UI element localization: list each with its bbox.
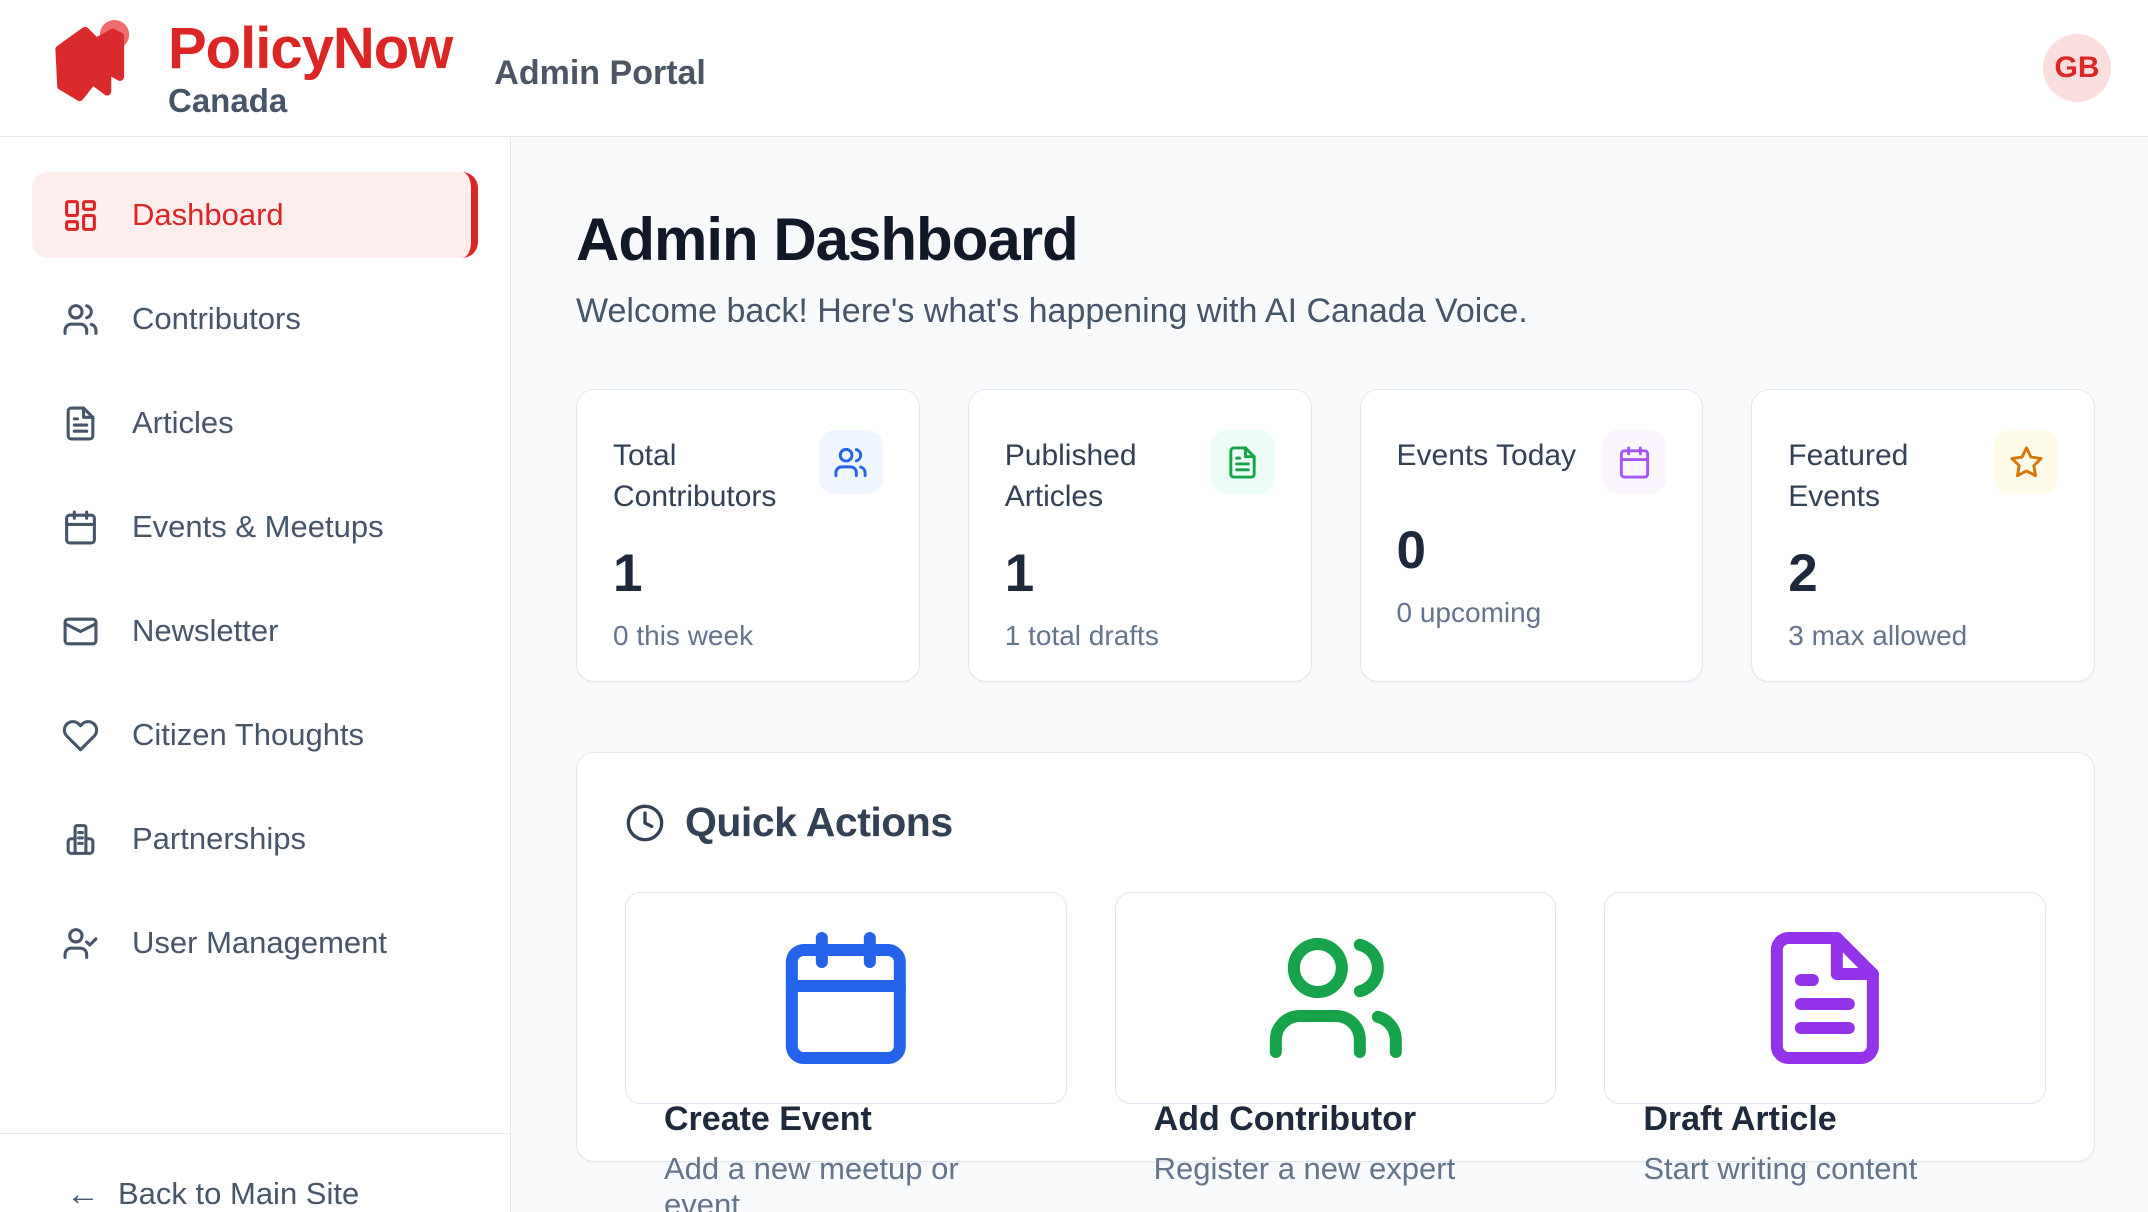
sidebar-item-partnerships[interactable]: Partnerships: [32, 796, 478, 882]
stat-card-events-today: Events Today 0 0 upcoming: [1359, 389, 1704, 682]
stat-label: Published Articles: [1004, 439, 1137, 513]
sidebar-item-articles[interactable]: Articles: [32, 380, 478, 466]
sidebar-item-label: Events & Meetups: [132, 509, 384, 544]
stat-value: 1: [613, 544, 643, 603]
action-title: Draft Article: [1643, 1100, 1837, 1138]
heart-icon: [62, 717, 99, 754]
star-icon: [1994, 430, 2058, 494]
layout-dashboard-icon: [62, 197, 99, 234]
quick-actions-panel: Quick Actions Create Event Add a new mee…: [576, 752, 2095, 1212]
add-contributor-button[interactable]: Add Contributor Register a new expert: [1114, 892, 1557, 1186]
sidebar-item-newsletter[interactable]: Newsletter: [32, 588, 478, 674]
stat-subtext: 1 total drafts: [1004, 620, 1159, 651]
sidebar-item-contributors[interactable]: Contributors: [32, 276, 478, 362]
file-text-icon: [1643, 926, 2007, 1070]
action-title: Create Event: [664, 1100, 872, 1138]
sidebar-item-user-management[interactable]: User Management: [32, 900, 478, 986]
stat-label: Featured Events: [1788, 439, 1909, 513]
stat-card-featured-events: Featured Events 2 3 max allowed: [1751, 389, 2095, 682]
file-text-icon: [1210, 430, 1275, 494]
sidebar-item-label: User Management: [132, 925, 388, 960]
stat-value: 1: [1004, 544, 1035, 603]
stat-subtext: 3 max allowed: [1788, 620, 1968, 651]
stat-subtext: 0 upcoming: [1396, 597, 1542, 628]
stat-label: Events Today: [1396, 439, 1577, 472]
sidebar-item-label: Partnerships: [132, 821, 307, 856]
users-icon: [62, 301, 99, 338]
stat-value: 2: [1788, 544, 1818, 603]
brand-name: PolicyNow: [168, 15, 453, 81]
stat-card-published-articles: Published Articles 1 1 total drafts: [967, 389, 1312, 682]
calendar-icon: [1602, 430, 1667, 494]
action-description: Add a new meetup or event: [664, 1151, 959, 1212]
brand-country: Canada: [168, 81, 288, 119]
sidebar-item-events[interactable]: Events & Meetups: [32, 484, 478, 570]
sidebar: Dashboard Contributors: [0, 137, 511, 1212]
quick-actions-grid: Create Event Add a new meetup or event A…: [625, 892, 2046, 1212]
user-check-icon: [62, 925, 99, 962]
sidebar-item-citizen-thoughts[interactable]: Citizen Thoughts: [32, 692, 478, 778]
mail-icon: [62, 613, 99, 650]
sidebar-footer: ← Back to Main Site: [0, 1133, 510, 1212]
sidebar-nav: Dashboard Contributors: [0, 137, 510, 1133]
policynow-flag-icon: [54, 20, 142, 116]
page-title: Admin Dashboard: [576, 206, 1079, 273]
action-description: Register a new expert: [1153, 1151, 1456, 1186]
stat-label: Total Contributors: [613, 439, 777, 513]
sidebar-item-label: Contributors: [132, 301, 301, 336]
brand-logo[interactable]: PolicyNow Canada: [54, 15, 453, 119]
portal-label: Admin Portal: [494, 53, 706, 92]
draft-article-button[interactable]: Draft Article Start writing content: [1604, 892, 2046, 1186]
create-event-button[interactable]: Create Event Add a new meetup or event: [625, 892, 1067, 1212]
top-header: PolicyNow Canada Admin Portal GB: [0, 0, 2148, 137]
action-title: Add Contributor: [1153, 1100, 1417, 1138]
arrow-left-icon: ←: [66, 1175, 100, 1212]
sidebar-item-label: Articles: [132, 405, 234, 440]
users-icon: [1154, 926, 1518, 1070]
stats-row: Total Contributors 1 0 this week Publish…: [576, 389, 2095, 682]
main-content: Admin Dashboard Welcome back! Here's wha…: [511, 137, 2148, 1212]
stat-subtext: 0 this week: [613, 620, 754, 651]
action-description: Start writing content: [1643, 1151, 1918, 1186]
back-link-label: Back to Main Site: [118, 1176, 360, 1211]
sidebar-item-label: Newsletter: [132, 613, 279, 648]
sidebar-item-label: Dashboard: [132, 197, 284, 232]
page-subtitle: Welcome back! Here's what's happening wi…: [576, 292, 1528, 330]
sidebar-item-dashboard[interactable]: Dashboard: [32, 172, 478, 258]
quick-actions-title: Quick Actions: [685, 799, 953, 845]
users-icon: [818, 430, 883, 494]
calendar-icon: [664, 926, 1028, 1070]
user-avatar[interactable]: GB: [2043, 34, 2111, 102]
calendar-icon: [62, 509, 99, 546]
building-icon: [62, 821, 99, 858]
stat-card-total-contributors: Total Contributors 1 0 this week: [576, 389, 920, 682]
clock-icon: [625, 803, 665, 843]
stat-value: 0: [1396, 521, 1426, 580]
file-text-icon: [62, 405, 99, 442]
sidebar-item-label: Citizen Thoughts: [132, 717, 365, 752]
back-to-main-site-link[interactable]: ← Back to Main Site: [66, 1176, 480, 1212]
